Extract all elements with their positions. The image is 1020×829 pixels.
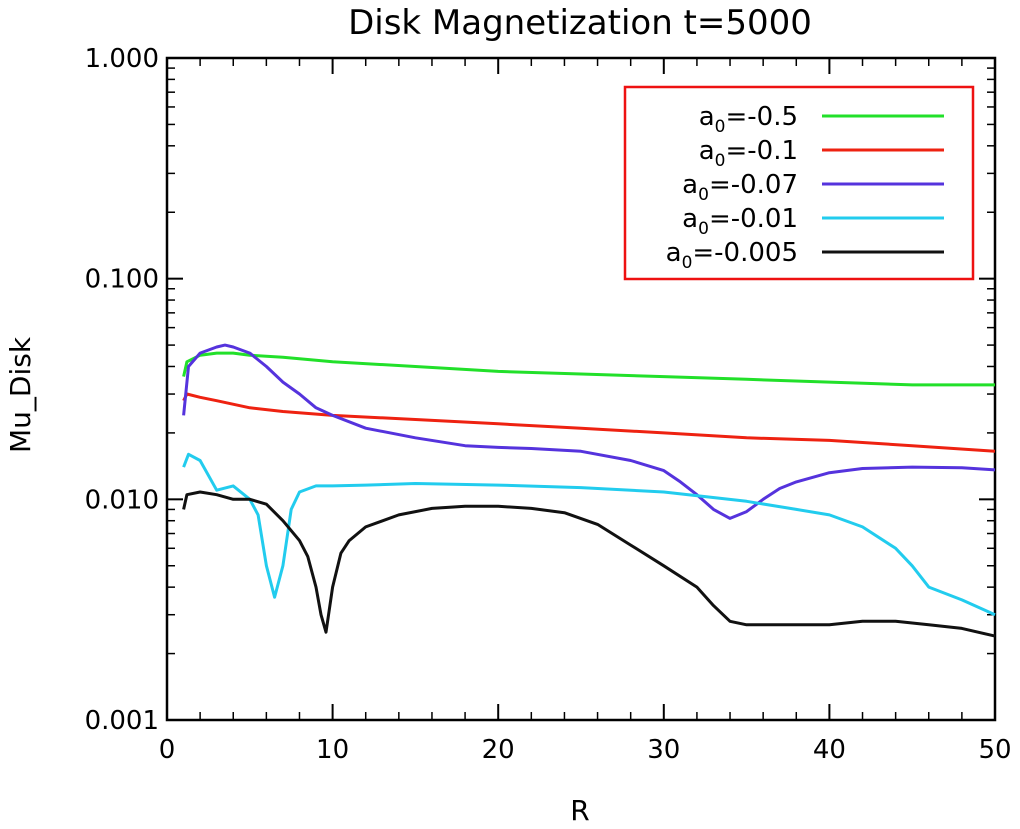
y-tick-label: 0.001	[85, 706, 159, 736]
y-tick-label: 0.100	[85, 265, 159, 295]
series-line	[182, 452, 996, 617]
series-line	[182, 392, 996, 453]
series-lines	[182, 343, 996, 638]
x-axis-ticks: 0 10 20 30 40 50	[159, 58, 1012, 765]
x-tick-label: 20	[482, 735, 515, 765]
legend-label: a0=-0.1	[699, 136, 798, 171]
legend-label: a0=-0.5	[699, 102, 798, 137]
x-tick-label: 30	[647, 735, 680, 765]
y-axis-ticks: 0.001 0.010 0.100 1.000	[85, 44, 995, 736]
x-tick-label: 10	[316, 735, 349, 765]
series-line	[182, 351, 995, 387]
x-tick-label: 40	[813, 735, 846, 765]
legend-label: a0=-0.005	[666, 238, 798, 273]
legend-label: a0=-0.01	[682, 204, 798, 239]
y-tick-label: 0.010	[85, 485, 159, 515]
y-tick-label: 1.000	[85, 44, 159, 74]
plot-frame	[165, 56, 997, 722]
legend-label: a0=-0.07	[682, 170, 798, 205]
chart-title: Disk Magnetization t=5000	[348, 3, 812, 43]
series-line	[182, 490, 996, 638]
y-axis-label: Mu_Disk	[4, 336, 37, 453]
x-tick-label: 50	[978, 735, 1011, 765]
series-line	[182, 343, 996, 520]
x-tick-label: 0	[159, 735, 176, 765]
x-axis-label: R	[570, 794, 589, 827]
